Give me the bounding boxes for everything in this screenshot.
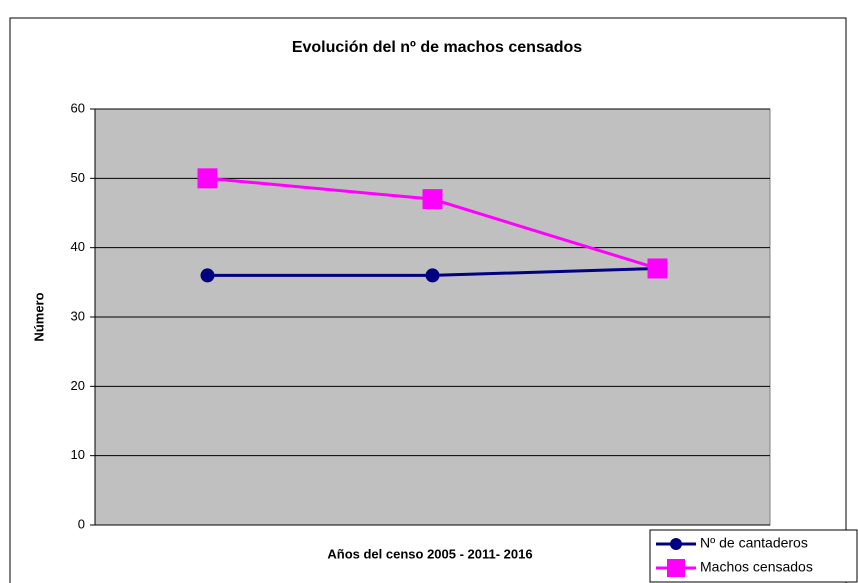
y-tick-label: 50 [71,170,85,185]
y-tick-label: 60 [71,100,85,115]
chart-title: Evolución del nº de machos censados [292,39,582,56]
y-tick-label: 10 [71,447,85,462]
legend-marker [667,559,685,577]
y-tick-label: 40 [71,239,85,254]
point [197,168,218,189]
legend-label: Nº de cantaderos [700,535,808,551]
y-tick-label: 0 [78,516,85,531]
y-axis-label: Número [31,292,46,341]
y-tick-label: 20 [71,378,85,393]
point [200,268,215,283]
point [425,268,440,283]
point [647,258,668,279]
x-axis-label: Años del censo 2005 - 2011- 2016 [327,546,532,561]
legend-marker [670,538,682,550]
point [422,189,443,210]
y-tick-label: 30 [71,308,85,323]
legend-label: Machos censados [700,559,813,575]
